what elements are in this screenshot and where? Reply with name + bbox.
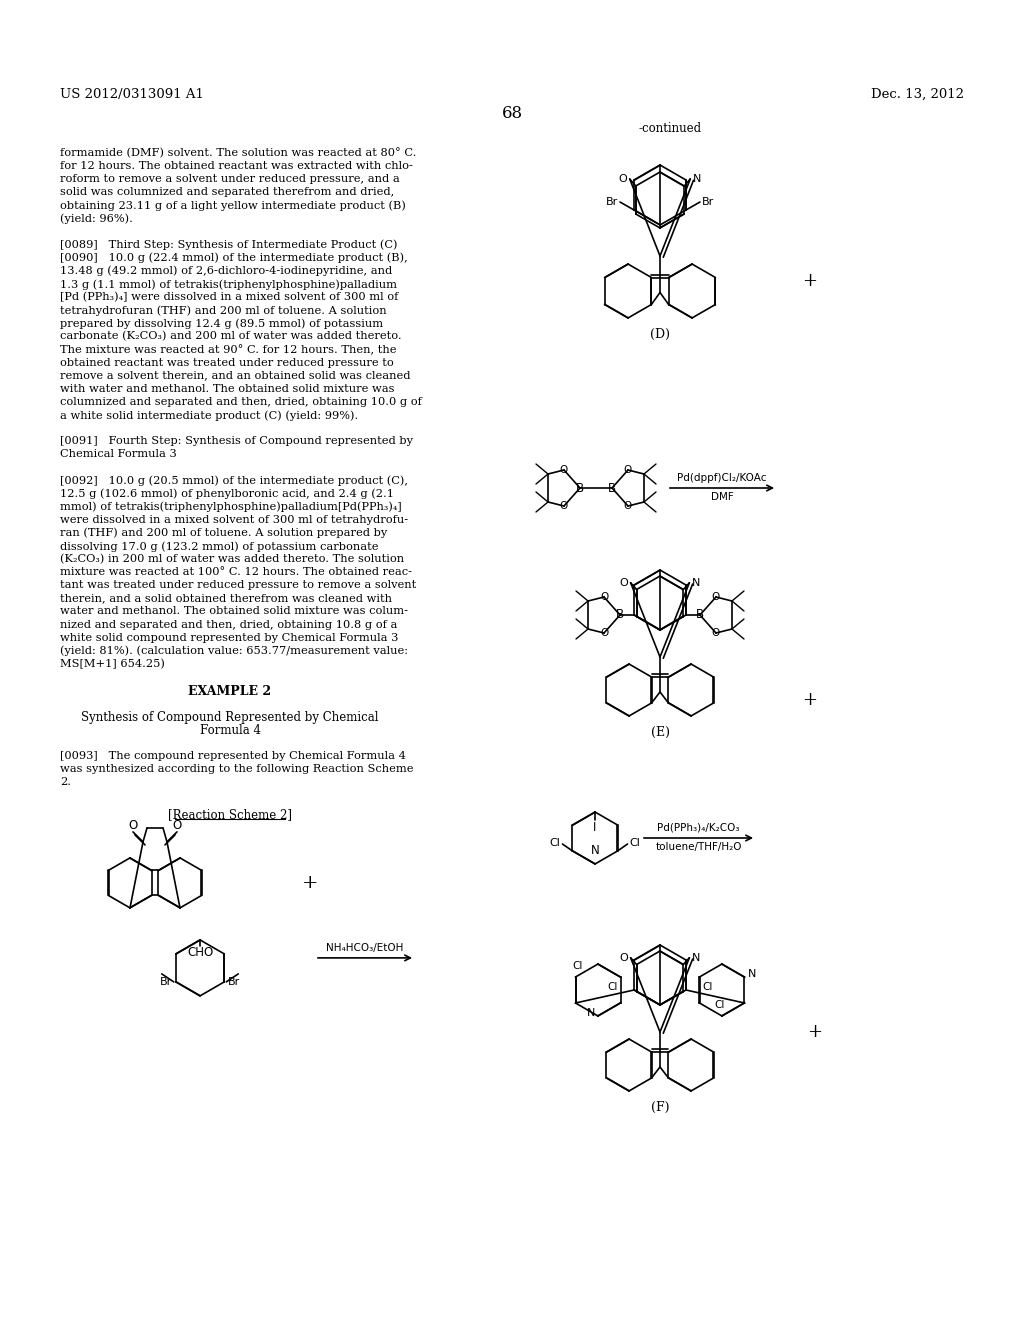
Text: (F): (F) (650, 1101, 670, 1114)
Text: Cl: Cl (630, 838, 640, 847)
Text: O: O (560, 465, 568, 475)
Text: Pd(dppf)Cl₂/KOAc: Pd(dppf)Cl₂/KOAc (677, 473, 767, 483)
Text: Cl: Cl (715, 1001, 725, 1010)
Text: water and methanol. The obtained solid mixture was colum-: water and methanol. The obtained solid m… (60, 606, 408, 616)
Text: O: O (172, 820, 181, 833)
Text: B: B (616, 609, 624, 622)
Text: obtaining 23.11 g of a light yellow intermediate product (B): obtaining 23.11 g of a light yellow inte… (60, 201, 406, 211)
Text: +: + (803, 272, 817, 290)
Text: [0090]   10.0 g (22.4 mmol) of the intermediate product (B),: [0090] 10.0 g (22.4 mmol) of the interme… (60, 253, 408, 264)
Text: +: + (302, 874, 318, 892)
Text: N: N (692, 578, 700, 587)
Text: Cl: Cl (607, 982, 617, 993)
Text: N: N (591, 843, 599, 857)
Text: Br: Br (702, 197, 714, 207)
Text: O: O (620, 578, 628, 587)
Text: were dissolved in a mixed solvent of 300 ml of tetrahydrofu-: were dissolved in a mixed solvent of 300… (60, 515, 409, 525)
Text: columnized and separated and then, dried, obtaining 10.0 g of: columnized and separated and then, dried… (60, 397, 422, 407)
Text: (E): (E) (650, 726, 670, 739)
Text: Dec. 13, 2012: Dec. 13, 2012 (871, 88, 964, 102)
Text: [Pd (PPh₃)₄] were dissolved in a mixed solvent of 300 ml of: [Pd (PPh₃)₄] were dissolved in a mixed s… (60, 292, 398, 302)
Text: for 12 hours. The obtained reactant was extracted with chlo-: for 12 hours. The obtained reactant was … (60, 161, 413, 172)
Text: (D): (D) (650, 327, 670, 341)
Text: O: O (618, 174, 627, 183)
Text: formamide (DMF) solvent. The solution was reacted at 80° C.: formamide (DMF) solvent. The solution wa… (60, 148, 417, 158)
Text: carbonate (K₂CO₃) and 200 ml of water was added thereto.: carbonate (K₂CO₃) and 200 ml of water wa… (60, 331, 401, 342)
Text: B: B (575, 482, 584, 495)
Text: ran (THF) and 200 ml of toluene. A solution prepared by: ran (THF) and 200 ml of toluene. A solut… (60, 528, 387, 539)
Text: N: N (692, 953, 700, 962)
Text: Cl: Cl (702, 982, 713, 993)
Text: mixture was reacted at 100° C. 12 hours. The obtained reac-: mixture was reacted at 100° C. 12 hours.… (60, 568, 412, 577)
Text: N: N (587, 1008, 595, 1018)
Text: The mixture was reacted at 90° C. for 12 hours. Then, the: The mixture was reacted at 90° C. for 12… (60, 345, 396, 355)
Text: O: O (624, 502, 632, 511)
Text: N: N (748, 969, 756, 979)
Text: remove a solvent therein, and an obtained solid was cleaned: remove a solvent therein, and an obtaine… (60, 371, 411, 380)
Text: toluene/THF/H₂O: toluene/THF/H₂O (655, 842, 741, 851)
Text: EXAMPLE 2: EXAMPLE 2 (188, 685, 271, 698)
Text: solid was columnized and separated therefrom and dried,: solid was columnized and separated there… (60, 187, 394, 197)
Text: (yield: 81%). (calculation value: 653.77/measurement value:: (yield: 81%). (calculation value: 653.77… (60, 645, 408, 656)
Text: +: + (803, 690, 817, 709)
Text: B: B (696, 609, 705, 622)
Text: DMF: DMF (711, 492, 733, 502)
Text: white solid compound represented by Chemical Formula 3: white solid compound represented by Chem… (60, 632, 398, 643)
Text: Cl: Cl (572, 961, 583, 972)
Text: [0092]   10.0 g (20.5 mmol) of the intermediate product (C),: [0092] 10.0 g (20.5 mmol) of the interme… (60, 475, 408, 486)
Text: N: N (693, 174, 701, 183)
Text: [Reaction Scheme 2]: [Reaction Scheme 2] (168, 808, 292, 821)
Text: O: O (712, 628, 720, 638)
Text: Pd(PPh₃)₄/K₂CO₃: Pd(PPh₃)₄/K₂CO₃ (657, 822, 739, 833)
Text: MS[M+1] 654.25): MS[M+1] 654.25) (60, 659, 165, 669)
Text: CHO: CHO (186, 946, 213, 958)
Text: O: O (600, 628, 608, 638)
Text: dissolving 17.0 g (123.2 mmol) of potassium carbonate: dissolving 17.0 g (123.2 mmol) of potass… (60, 541, 379, 552)
Text: nized and separated and then, dried, obtaining 10.8 g of a: nized and separated and then, dried, obt… (60, 619, 397, 630)
Text: O: O (712, 591, 720, 602)
Text: [0093]   The compound represented by Chemical Formula 4: [0093] The compound represented by Chemi… (60, 751, 406, 760)
Text: 1.3 g (1.1 mmol) of tetrakis(triphenylphosphine)palladium: 1.3 g (1.1 mmol) of tetrakis(triphenylph… (60, 279, 397, 289)
Text: (yield: 96%).: (yield: 96%). (60, 214, 133, 224)
Text: (K₂CO₃) in 200 ml of water was added thereto. The solution: (K₂CO₃) in 200 ml of water was added the… (60, 554, 404, 565)
Text: mmol) of tetrakis(triphenylphosphine)palladium[Pd(PPh₃)₄]: mmol) of tetrakis(triphenylphosphine)pal… (60, 502, 401, 512)
Text: [0089]   Third Step: Synthesis of Intermediate Product (C): [0089] Third Step: Synthesis of Intermed… (60, 240, 397, 251)
Text: roform to remove a solvent under reduced pressure, and a: roform to remove a solvent under reduced… (60, 174, 399, 185)
Text: Br: Br (160, 977, 172, 987)
Text: Formula 4: Formula 4 (200, 725, 260, 738)
Text: tetrahydrofuran (THF) and 200 ml of toluene. A solution: tetrahydrofuran (THF) and 200 ml of tolu… (60, 305, 387, 315)
Text: O: O (560, 502, 568, 511)
Text: +: + (808, 1023, 822, 1041)
Text: therein, and a solid obtained therefrom was cleaned with: therein, and a solid obtained therefrom … (60, 594, 392, 603)
Text: US 2012/0313091 A1: US 2012/0313091 A1 (60, 88, 204, 102)
Text: tant was treated under reduced pressure to remove a solvent: tant was treated under reduced pressure … (60, 581, 416, 590)
Text: prepared by dissolving 12.4 g (89.5 mmol) of potassium: prepared by dissolving 12.4 g (89.5 mmol… (60, 318, 383, 329)
Text: with water and methanol. The obtained solid mixture was: with water and methanol. The obtained so… (60, 384, 394, 393)
Text: Br: Br (606, 197, 618, 207)
Text: a white solid intermediate product (C) (yield: 99%).: a white solid intermediate product (C) (… (60, 411, 358, 421)
Text: B: B (608, 482, 616, 495)
Text: 68: 68 (502, 106, 522, 121)
Text: O: O (624, 465, 632, 475)
Text: was synthesized according to the following Reaction Scheme: was synthesized according to the followi… (60, 764, 414, 774)
Text: NH₄HCO₃/EtOH: NH₄HCO₃/EtOH (327, 942, 403, 953)
Text: Chemical Formula 3: Chemical Formula 3 (60, 449, 177, 459)
Text: 13.48 g (49.2 mmol) of 2,6-dichloro-4-iodinepyridine, and: 13.48 g (49.2 mmol) of 2,6-dichloro-4-io… (60, 265, 392, 276)
Text: -continued: -continued (638, 121, 701, 135)
Text: 12.5 g (102.6 mmol) of phenylboronic acid, and 2.4 g (2.1: 12.5 g (102.6 mmol) of phenylboronic aci… (60, 488, 394, 499)
Text: O: O (620, 953, 628, 962)
Text: I: I (593, 821, 597, 834)
Text: obtained reactant was treated under reduced pressure to: obtained reactant was treated under redu… (60, 358, 394, 367)
Text: O: O (128, 820, 137, 833)
Text: [0091]   Fourth Step: Synthesis of Compound represented by: [0091] Fourth Step: Synthesis of Compoun… (60, 436, 413, 446)
Text: O: O (600, 591, 608, 602)
Text: Cl: Cl (550, 838, 560, 847)
Text: Br: Br (228, 977, 241, 987)
Text: Synthesis of Compound Represented by Chemical: Synthesis of Compound Represented by Che… (81, 711, 379, 725)
Text: 2.: 2. (60, 776, 71, 787)
